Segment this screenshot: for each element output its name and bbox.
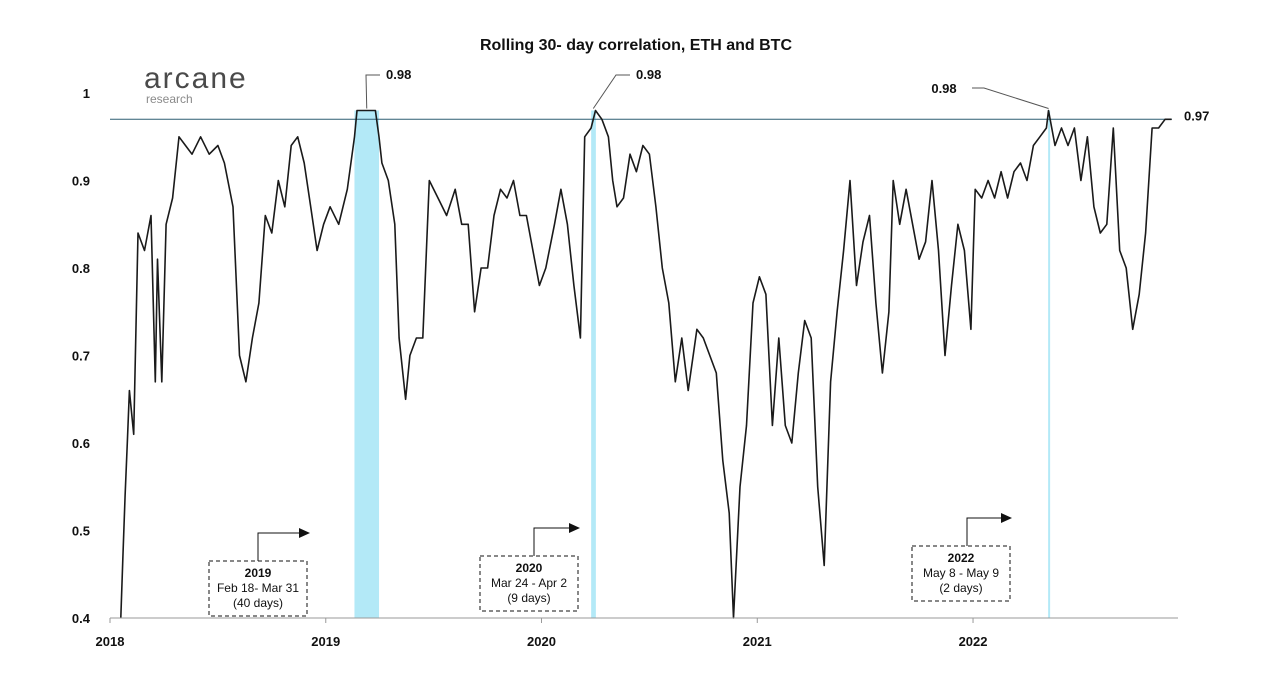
y-tick-label-0: 0.4 [72, 611, 91, 626]
x-tick-label-2: 2020 [527, 634, 556, 649]
peak-leader-2 [972, 87, 1049, 109]
axes-group: 2018 2019 2020 2021 2022 0.4 0.5 0.6 0.7 0.8 0.9 1 [72, 86, 1178, 649]
peak-leader-1 [592, 74, 630, 109]
note-year-2: 2022 [948, 551, 975, 565]
highlight-bands [354, 110, 1051, 618]
highlight-band-0 [354, 110, 380, 618]
note-arrow-0 [257, 532, 300, 561]
y-tick-label-5: 0.9 [72, 174, 90, 189]
y-tick-label-2: 0.6 [72, 436, 90, 451]
peak-label-2: 0.98 [931, 81, 956, 96]
note-days-2: (2 days) [939, 581, 982, 595]
y-tick-label-4: 0.8 [72, 261, 90, 276]
x-tick-label-1: 2019 [311, 634, 340, 649]
y-tick-label-3: 0.7 [72, 349, 90, 364]
y-tick-label-6: 1 [83, 86, 90, 101]
peak-label-1: 0.98 [636, 67, 661, 82]
logo-name: arcane [144, 62, 248, 95]
highlight-band-2 [1048, 110, 1051, 618]
peak-annotations: 0.98 0.98 0.98 [365, 67, 1049, 109]
arcane-logo: arcane research [144, 62, 248, 106]
note-arrowhead-2 [1001, 513, 1012, 523]
note-range-0: Feb 18- Mar 31 [217, 581, 299, 595]
reference-line-label: 0.97 [1184, 108, 1209, 123]
series-line-0 [120, 109, 1172, 619]
series-group [120, 109, 1172, 619]
note-year-1: 2020 [516, 561, 543, 575]
note-box-0 [208, 560, 308, 617]
note-arrow-2 [966, 517, 1002, 546]
note-arrow-1 [533, 527, 570, 556]
note-arrowhead-0 [299, 528, 310, 538]
note-box-1 [479, 555, 579, 612]
note-days-1: (9 days) [507, 591, 550, 605]
note-days-0: (40 days) [233, 596, 283, 610]
chart-title: Rolling 30- day correlation, ETH and BTC [480, 37, 792, 54]
x-tick-label-4: 2022 [959, 634, 988, 649]
peak-label-0: 0.98 [386, 67, 411, 82]
y-tick-label-1: 0.5 [72, 524, 90, 539]
peak-leader-0 [365, 74, 380, 109]
highlight-band-1 [591, 110, 596, 618]
x-tick-label-0: 2018 [96, 634, 125, 649]
note-range-2: May 8 - May 9 [923, 566, 999, 580]
note-box-2 [911, 545, 1011, 602]
logo-subtitle: research [146, 92, 193, 106]
note-year-0: 2019 [245, 566, 272, 580]
reference-line-group: 0.97 [110, 108, 1209, 123]
note-arrowhead-1 [569, 523, 580, 533]
x-tick-label-3: 2021 [743, 634, 772, 649]
note-range-1: Mar 24 - Apr 2 [491, 576, 567, 590]
